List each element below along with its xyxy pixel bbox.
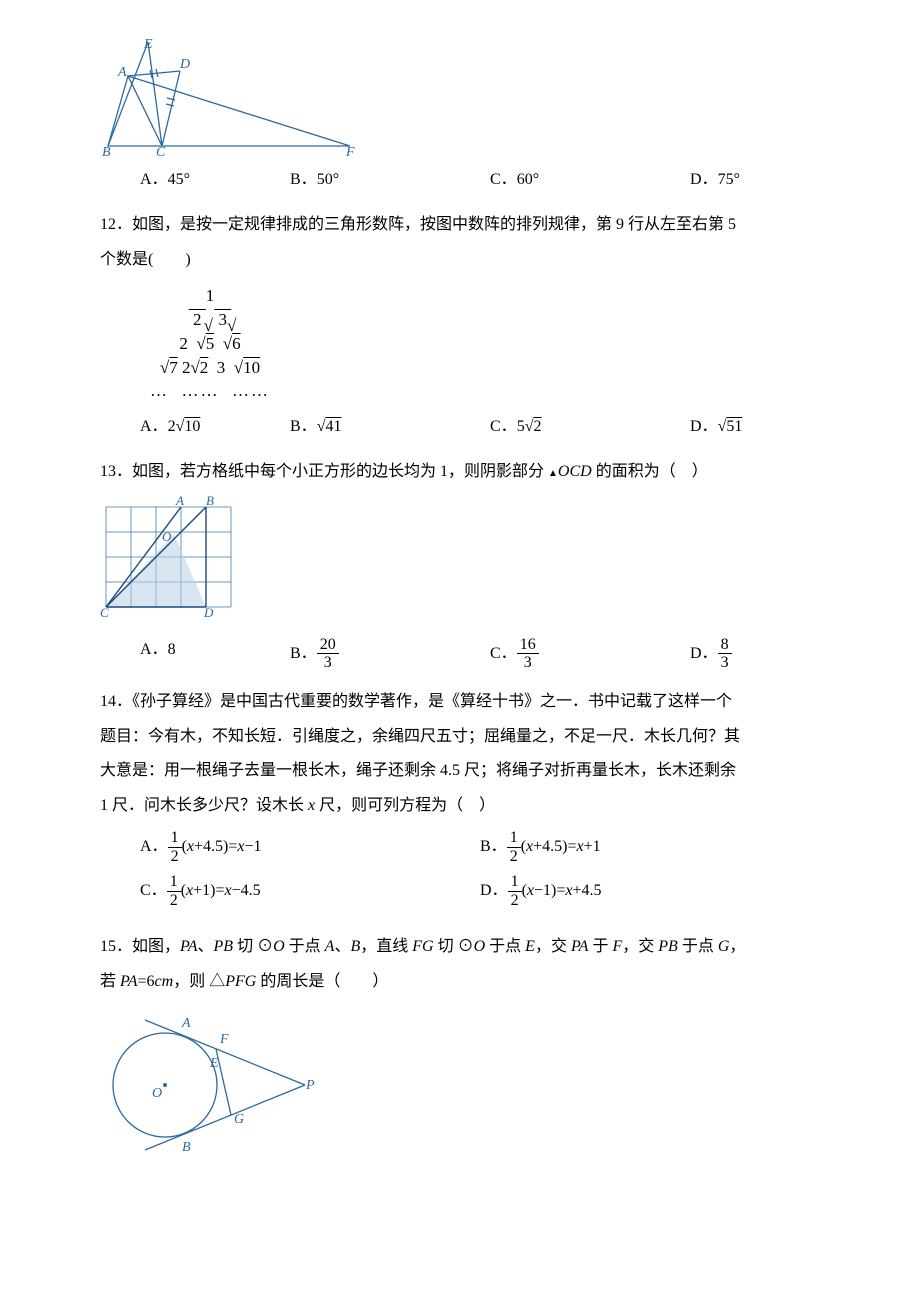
grid-label-C: C [100, 605, 109, 617]
q14-c-expr: (x+1)=x−4.5 [181, 882, 261, 899]
q12-number: 12 [100, 216, 116, 233]
q13-stem-text: ．如图，若方格纸中每个小正方形的边长均为 1，则阴影部分 ▲OCD 的面积为（ … [116, 463, 708, 480]
label-E: E [143, 38, 153, 52]
q13-d-den: 3 [718, 654, 732, 672]
q12-opt-b: B．√41 [290, 413, 490, 442]
q13-number: 13 [100, 463, 116, 480]
q14-b-den: 2 [507, 848, 521, 866]
q14-line4: 1 尺．问木长多少尺？设木长 x 尺，则可列方程为（ ） [100, 792, 820, 821]
q13-c-num: 16 [517, 636, 539, 655]
q15-stem-2: 若 PA=6cm，则 △PFG 的周长是（ ） [100, 968, 820, 997]
q15-number: 15 [100, 938, 116, 955]
q14-line2: 题目：今有木，不知长短．引绳度之，余绳四尺五寸；屈绳量之，不足一尺．木长几何？其 [100, 723, 820, 752]
q14-line1: 14．《孙子算经》是中国古代重要的数学著作，是《算经十书》之一．书中记载了这样一… [100, 688, 820, 717]
q12-stem1-text: ．如图，是按一定规律排成的三角形数阵，按图中数阵的排列规律，第 9 行从左至右第… [116, 216, 736, 233]
q14-a-expr: (x+4.5)=x−1 [182, 838, 262, 855]
circ-label-E: E [209, 1056, 219, 1071]
q12-pyramid: 1 2 3 √√ 2 √5 √6 √7 2√2 3 √10 … …… …… [130, 284, 290, 403]
q14-d-den: 2 [508, 892, 522, 910]
label-B: B [102, 145, 111, 158]
q13-b-den: 3 [317, 654, 339, 672]
q12-stem-1: 12．如图，是按一定规律排成的三角形数阵，按图中数阵的排列规律，第 9 行从左至… [100, 211, 820, 240]
q11-opt-a: A．45° [140, 166, 290, 195]
q14-stem-0: ．《孙子算经》是中国古代重要的数学著作，是《算经十书》之一．书中记载了这样一个 [116, 693, 732, 710]
q13-stem: 13．如图，若方格纸中每个小正方形的边长均为 1，则阴影部分 ▲OCD 的面积为… [100, 458, 820, 487]
q14-opt-c: C．12(x+1)=x−4.5 [140, 873, 480, 909]
q14-opt-a: A．12(x+4.5)=x−1 [140, 829, 480, 865]
q14-stem-2: 大意是：用一根绳子去量一根长木，绳子还剩余 4.5 尺；将绳子对折再量长木，长木… [100, 762, 736, 779]
q14-b-expr: (x+4.5)=x+1 [521, 838, 601, 855]
grid-label-A: A [175, 495, 184, 508]
grid-label-O: O [162, 529, 172, 544]
q11-opt-c: C．60° [490, 166, 690, 195]
pyramid-row4: √7 2√2 3 √10 [130, 356, 290, 380]
q11-options: A．45° B．50° C．60° D．75° [140, 166, 820, 195]
q13-d-num: 8 [718, 636, 732, 655]
q13-b-num: 20 [317, 636, 339, 655]
q13-opt-d: D．83 [690, 636, 830, 672]
circ-label-B: B [182, 1140, 191, 1155]
q14-opt-d: D．12(x−1)=x+4.5 [480, 873, 820, 909]
label-F: F [345, 145, 355, 158]
q12-opt-c: C．5√2 [490, 413, 690, 442]
q14-c-num: 1 [167, 873, 181, 892]
q13-opt-a: A．8 [140, 636, 290, 672]
label-C: C [156, 145, 166, 158]
q13-c-den: 3 [517, 654, 539, 672]
q15-figure: A B F G E O P [100, 1005, 820, 1166]
q11-opt-d-text: 75° [718, 171, 740, 188]
q15-stem-1: 15．如图，PA、PB 切 ⊙O 于点 A、B，直线 FG 切 ⊙O 于点 E，… [100, 933, 820, 962]
q12-opt-d-math: √51 [718, 418, 743, 435]
q12-opt-a-math: 2√10 [168, 418, 201, 435]
q12-opt-d: D．√51 [690, 413, 830, 442]
q14-c-den: 2 [167, 892, 181, 910]
circ-label-F: F [219, 1032, 229, 1047]
q14-opt-b: B．12(x+4.5)=x+1 [480, 829, 820, 865]
q14-b-num: 1 [507, 829, 521, 848]
label-D: D [179, 57, 190, 72]
grid-label-B: B [206, 495, 214, 508]
pyramid-row3: 2 √5 √6 [130, 332, 290, 356]
pyramid-row1: 1 [130, 284, 290, 308]
q15-stem1-text: ．如图，PA、PB 切 ⊙O 于点 A、B，直线 FG 切 ⊙O 于点 E，交 … [116, 938, 745, 955]
circ-label-P: P [305, 1078, 315, 1093]
q14-line3: 大意是：用一根绳子去量一根长木，绳子还剩余 4.5 尺；将绳子对折再量长木，长木… [100, 757, 820, 786]
circ-label-G: G [234, 1112, 244, 1127]
q13-figure: A B C D O [100, 495, 820, 628]
circ-label-O: O [152, 1086, 162, 1101]
q14-d-expr: (x−1)=x+4.5 [522, 882, 602, 899]
q13-opt-c: C．163 [490, 636, 690, 672]
q14-d-num: 1 [508, 873, 522, 892]
q14-number: 14 [100, 693, 116, 710]
q14-a-den: 2 [168, 848, 182, 866]
q14-a-num: 1 [168, 829, 182, 848]
q12-stem-2: 个数是( ) [100, 246, 820, 275]
q14-stem-3: 1 尺．问木长多少尺？设木长 x 尺，则可列方程为（ ） [100, 797, 495, 814]
q13-opt-a-text: 8 [168, 641, 176, 658]
q15-stem2-text: 若 PA=6cm，则 △PFG 的周长是（ ） [100, 973, 388, 990]
q12-options: A．2√10 B．√41 C．5√2 D．√51 [140, 413, 820, 442]
q11-opt-a-text: 45° [168, 171, 190, 188]
label-A: A [117, 65, 127, 80]
q11-opt-b: B．50° [290, 166, 490, 195]
q12-opt-b-math: √41 [317, 418, 342, 435]
q14-stem-1: 题目：今有木，不知长短．引绳度之，余绳四尺五寸；屈绳量之，不足一尺．木长几何？其 [100, 728, 740, 745]
q13-opt-b: B．203 [290, 636, 490, 672]
q12-stem2-text: 个数是( ) [100, 251, 191, 268]
circ-label-A: A [181, 1016, 191, 1031]
q13-options: A．8 B．203 C．163 D．83 [140, 636, 820, 672]
q11-opt-c-text: 60° [517, 171, 539, 188]
q11-opt-b-text: 50° [317, 171, 339, 188]
q14-options: A．12(x+4.5)=x−1 B．12(x+4.5)=x+1 C．12(x+1… [140, 829, 820, 917]
q12-opt-a: A．2√10 [140, 413, 290, 442]
q11-opt-d: D．75° [690, 166, 830, 195]
grid-label-D: D [203, 605, 214, 617]
q12-opt-c-math: 5√2 [517, 418, 542, 435]
pyramid-row5: … …… …… [130, 379, 290, 403]
q11-figure: A B C E D F [100, 38, 820, 158]
